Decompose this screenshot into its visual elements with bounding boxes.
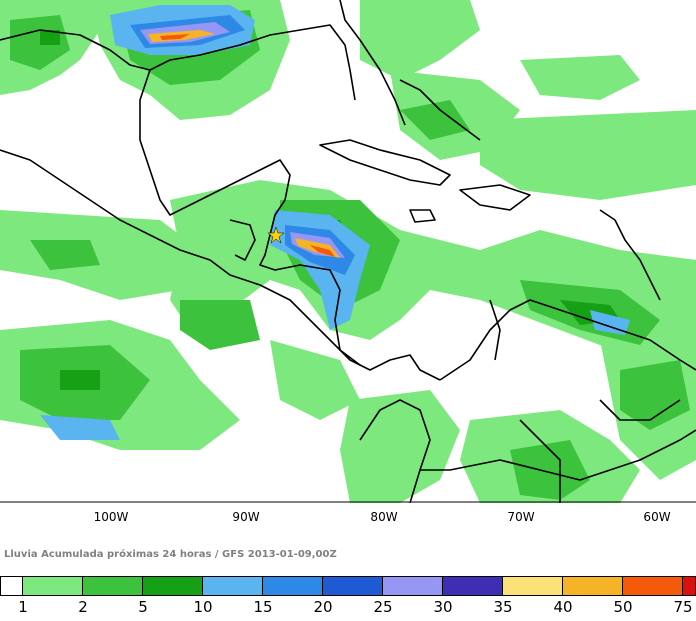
- longitude-label-100w: 100W: [93, 510, 129, 524]
- legend-tick-30: 30: [433, 598, 453, 616]
- legend-tick-20: 20: [313, 598, 333, 616]
- precipitation-map: [0, 0, 696, 503]
- legend-swatch-12: [683, 576, 696, 596]
- coastlines: [0, 0, 696, 503]
- legend-swatch-0: [0, 576, 23, 596]
- legend-tick-50: 50: [613, 598, 633, 616]
- legend-swatch-2: [83, 576, 143, 596]
- legend-swatch-11: [623, 576, 683, 596]
- storm-marker: [267, 226, 285, 244]
- legend-tick-35: 35: [493, 598, 513, 616]
- color-legend: 1 2 5 10 15 20 25 30 35 40 50 75: [0, 576, 696, 621]
- legend-swatch-5: [263, 576, 323, 596]
- longitude-label-80w: 80W: [370, 510, 398, 524]
- legend-tick-40: 40: [553, 598, 573, 616]
- longitude-label-60w: 60W: [643, 510, 671, 524]
- legend-swatch-3: [143, 576, 203, 596]
- legend-swatch-4: [203, 576, 263, 596]
- legend-tick-1: 1: [18, 598, 28, 616]
- map-caption: Lluvia Acumulada próximas 24 horas / GFS…: [4, 549, 337, 560]
- legend-tick-25: 25: [373, 598, 393, 616]
- legend-swatch-7: [383, 576, 443, 596]
- legend-tick-75: 75: [673, 598, 693, 616]
- precip-red: [160, 34, 335, 257]
- legend-swatch-9: [503, 576, 563, 596]
- legend-swatch-10: [563, 576, 623, 596]
- legend-swatch-8: [443, 576, 503, 596]
- legend-swatch-6: [323, 576, 383, 596]
- legend-tick-2: 2: [78, 598, 88, 616]
- legend-tick-15: 15: [253, 598, 273, 616]
- longitude-label-90w: 90W: [232, 510, 260, 524]
- legend-swatch-1: [23, 576, 83, 596]
- legend-tick-5: 5: [138, 598, 148, 616]
- legend-tick-10: 10: [193, 598, 213, 616]
- longitude-label-70w: 70W: [507, 510, 535, 524]
